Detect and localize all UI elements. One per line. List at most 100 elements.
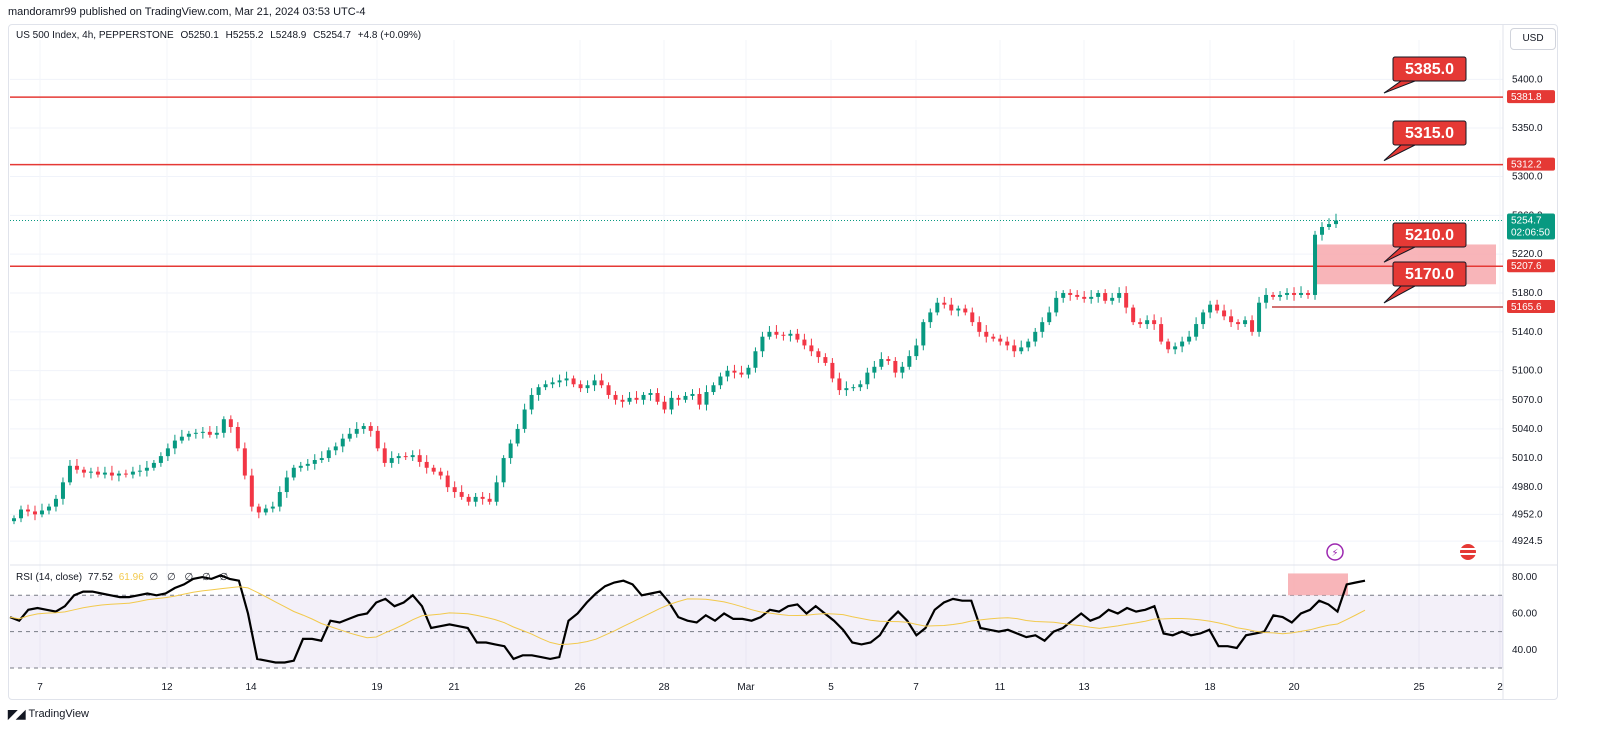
price-tick-label: 5220.0	[1512, 249, 1543, 260]
candle-body	[1334, 220, 1338, 225]
tradingview-logo-icon: ◤◢	[8, 707, 25, 721]
close-value: C5254.7	[313, 30, 351, 41]
publisher-line: mandoramr99 published on TradingView.com…	[8, 6, 366, 18]
candle-body	[599, 380, 604, 386]
candle-body	[1110, 297, 1115, 301]
candle-body	[662, 401, 667, 410]
candle-body	[1068, 293, 1073, 295]
callout-box	[1392, 120, 1467, 146]
candle-body	[1264, 294, 1269, 303]
price-label-r1: 5381.8	[1511, 92, 1542, 103]
rsi-extra-values: ∅ ∅ ∅ ∅ ∅	[149, 572, 232, 583]
candle-body	[683, 395, 688, 400]
candle-body	[620, 399, 625, 402]
candle-body	[970, 312, 975, 323]
callout-label: 5315.0	[1405, 125, 1454, 142]
time-tick-label: 7	[913, 682, 919, 693]
countdown-label: 02:06:50	[1511, 227, 1550, 238]
candle-body	[1152, 320, 1157, 325]
low-value: L5248.9	[270, 30, 307, 41]
candle-body	[865, 372, 870, 385]
candle-body	[1306, 293, 1311, 295]
chart-frame	[8, 24, 1558, 700]
candle-body	[1117, 293, 1122, 298]
candle-body	[1040, 322, 1045, 332]
candle-body	[900, 366, 905, 373]
candle-body	[788, 333, 793, 336]
candle-body	[1124, 293, 1129, 308]
candle-body	[431, 467, 436, 472]
candle-body	[1103, 293, 1108, 301]
candle-body	[522, 409, 527, 429]
candle-body	[473, 496, 478, 502]
candle-body	[529, 394, 534, 410]
candle-body	[1033, 331, 1038, 342]
callout-label: 5210.0	[1405, 227, 1454, 244]
candle-body	[823, 357, 828, 363]
rsi-legend: RSI (14, close) 77.52 61.96 ∅ ∅ ∅ ∅ ∅	[16, 572, 231, 583]
candle-body	[32, 511, 37, 515]
rsi-line	[9, 574, 1366, 664]
candle-body	[1313, 234, 1318, 295]
candle-body	[1236, 322, 1241, 325]
candle-body	[949, 304, 954, 311]
candle-body	[753, 351, 758, 368]
candle-body	[795, 333, 800, 340]
candle-body	[25, 509, 30, 512]
time-tick-label: 21	[448, 682, 460, 693]
candle-body	[172, 440, 177, 449]
candle-body	[95, 471, 100, 475]
candle-body	[1299, 293, 1304, 295]
candle-body	[424, 461, 429, 468]
rsi-tick-label: 60.00	[1512, 608, 1537, 619]
candle-body	[935, 302, 940, 313]
candle-body	[1187, 336, 1192, 342]
symbol-title[interactable]: US 500 Index, 4h, PEPPERSTONE	[16, 30, 174, 41]
time-tick-label: 7	[37, 682, 43, 693]
price-tick-label: 5100.0	[1512, 366, 1543, 377]
candle-body	[487, 498, 492, 502]
candle-body	[886, 359, 891, 361]
candle-body	[676, 397, 681, 400]
candle-body	[641, 394, 646, 400]
candle-body	[501, 458, 506, 483]
candle-body	[354, 428, 359, 434]
candle-body	[564, 378, 569, 381]
time-tick-label: 20	[1288, 682, 1300, 693]
price-label-r2-bg	[1507, 157, 1555, 171]
candle-body	[1012, 345, 1017, 352]
candle-body	[550, 382, 555, 385]
candle-body	[774, 331, 779, 335]
rsi-title[interactable]: RSI (14, close)	[16, 572, 83, 583]
candle-body	[1019, 347, 1024, 352]
candle-body	[284, 477, 289, 493]
candle-body	[53, 498, 58, 507]
candle-body	[1327, 224, 1332, 227]
candle-body	[1159, 324, 1164, 342]
time-tick-label: Mar	[737, 682, 755, 693]
candle-body	[998, 338, 1003, 342]
candle-body	[697, 393, 702, 405]
candle-body	[606, 385, 611, 395]
candle-body	[830, 362, 835, 379]
symbol-legend: US 500 Index, 4h, PEPPERSTONE O5250.1 H5…	[16, 30, 421, 41]
time-tick-label: 18	[1204, 682, 1216, 693]
rsi-tick-label: 80.00	[1512, 572, 1537, 583]
candle-body	[102, 472, 107, 475]
candle-body	[417, 455, 422, 462]
candle-body	[844, 388, 849, 391]
candle-body	[634, 397, 639, 400]
currency-button[interactable]: USD	[1510, 28, 1556, 50]
candle-body	[732, 370, 737, 373]
candle-body	[305, 463, 310, 466]
tradingview-brand[interactable]: ◤◢ TradingView	[8, 707, 89, 721]
candle-body	[270, 506, 275, 509]
price-tick-label: 5350.0	[1512, 123, 1543, 134]
rsi-value: 77.52	[87, 572, 113, 583]
price-label-current: 5254.7	[1511, 215, 1542, 226]
candle-body	[851, 387, 856, 389]
candle-body	[718, 376, 723, 386]
candle-body	[746, 367, 751, 375]
price-tick-label: 5400.0	[1512, 74, 1543, 85]
